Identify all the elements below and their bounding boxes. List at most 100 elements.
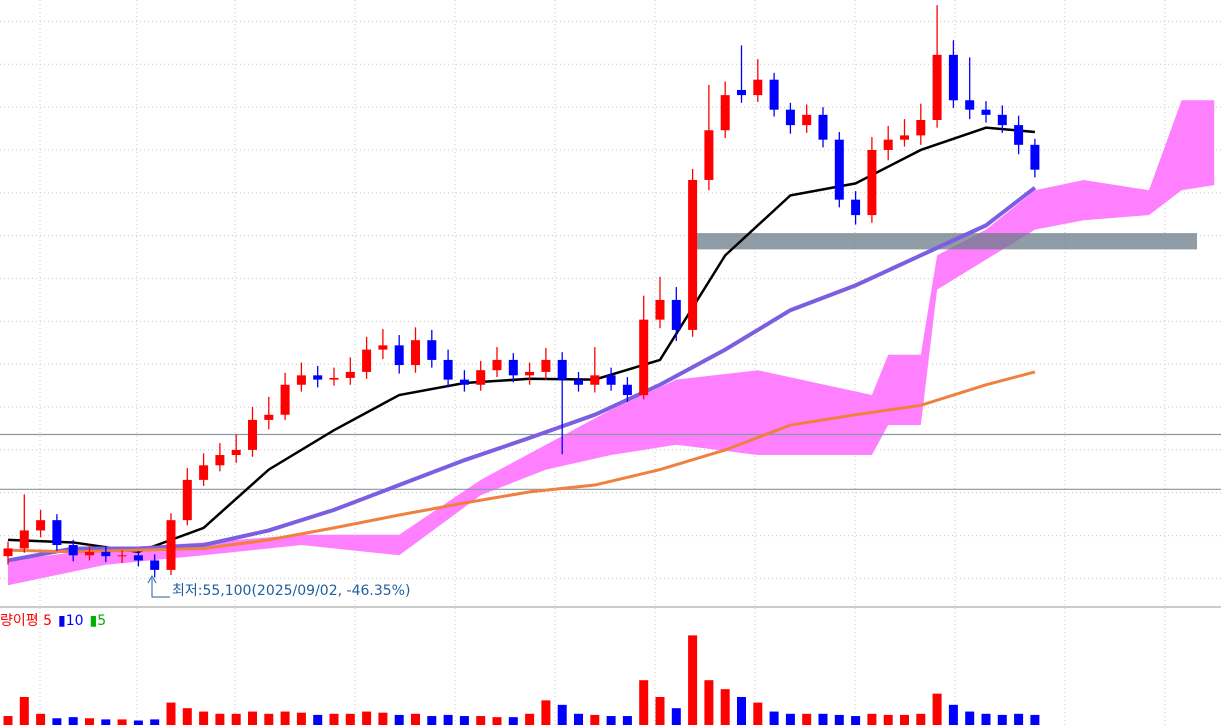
volume-bar	[541, 700, 551, 725]
candle-body	[378, 345, 388, 350]
candle-body	[411, 340, 420, 366]
volume-bar	[769, 711, 779, 725]
moving-average	[7, 186, 1037, 563]
candle-body	[851, 199, 861, 216]
candle-body	[231, 449, 241, 456]
volume-bar	[785, 713, 795, 725]
candle-body	[248, 419, 257, 450]
candle-body	[557, 359, 567, 380]
candle-body	[818, 114, 828, 140]
volume-bar	[117, 719, 127, 725]
volume-bar	[508, 717, 518, 725]
volume-bar	[737, 697, 746, 725]
candle-body	[720, 95, 730, 131]
candle-body	[296, 375, 306, 385]
candle-body	[68, 545, 78, 556]
candle-body	[802, 114, 812, 126]
volume-bar	[378, 712, 388, 725]
candle-body	[117, 555, 127, 557]
candle-body	[785, 109, 795, 126]
volume-bar	[916, 713, 926, 725]
volume-bar	[802, 713, 812, 725]
volume-bar	[622, 716, 632, 725]
candle-body	[1030, 144, 1040, 170]
volume-legend: 량이평 5	[0, 613, 52, 629]
volume-bar	[85, 718, 94, 725]
price-band	[688, 233, 1197, 250]
low-marker	[147, 574, 170, 598]
volume-bar	[639, 680, 649, 725]
volume-bar	[150, 719, 160, 725]
candle-body	[965, 100, 975, 110]
volume-bar	[851, 716, 861, 725]
moving-average	[7, 370, 1036, 554]
candle-body	[427, 340, 437, 360]
volume-bar	[818, 713, 828, 725]
candle-body	[639, 319, 649, 396]
volume-bar	[248, 711, 257, 725]
candle-body	[150, 560, 160, 570]
candle-body	[1014, 125, 1024, 145]
candle-body	[492, 359, 502, 371]
volume-bar	[411, 713, 420, 725]
volume-bar	[329, 713, 339, 725]
candle-body	[215, 455, 225, 466]
volume-bar	[606, 716, 616, 725]
volume-bar	[574, 713, 583, 725]
volume-bar	[932, 693, 942, 725]
candle-body	[834, 139, 844, 200]
volume-bar	[590, 714, 600, 725]
candle-body	[590, 375, 600, 385]
candle-body	[900, 135, 909, 140]
candle-body	[997, 114, 1007, 126]
volume-bar	[231, 713, 241, 725]
candle-body	[688, 179, 698, 330]
volume-bar	[997, 714, 1007, 725]
volume-legend: ▮5	[90, 613, 107, 629]
volume-bar	[345, 713, 355, 725]
candle-body	[101, 551, 111, 557]
candle-body	[85, 551, 94, 556]
candle-body	[264, 414, 274, 420]
volume-bar	[3, 716, 13, 725]
candle-body	[19, 530, 29, 549]
candle-body	[166, 520, 176, 570]
volume-bar	[427, 716, 437, 725]
volume-bar	[655, 697, 665, 725]
candle-body	[313, 375, 323, 380]
candle-body	[704, 130, 714, 180]
candle-body	[541, 359, 551, 372]
candle-body	[394, 345, 404, 366]
candle-body	[329, 377, 339, 380]
volume-bar	[900, 714, 909, 725]
volume-bar	[36, 713, 46, 725]
candle-body	[459, 379, 469, 385]
volume-bar	[557, 704, 567, 725]
volume-bar	[948, 704, 958, 725]
candle-body	[948, 54, 958, 101]
candle-body	[3, 548, 13, 557]
volume-bar	[1014, 713, 1024, 725]
volume-bar	[476, 716, 486, 725]
volume-bar	[199, 711, 209, 725]
low-annotation: 최저:55,100(2025/09/02, -46.35%)	[172, 583, 410, 599]
candle-body	[883, 139, 893, 150]
candle-body	[622, 384, 632, 396]
candle-body	[655, 299, 665, 320]
volume-bar	[133, 720, 143, 725]
volume-bar	[492, 717, 502, 725]
volume-bar	[313, 714, 323, 725]
volume-bar	[394, 714, 404, 725]
candle-body	[508, 359, 518, 376]
volume-bar	[52, 718, 62, 725]
candle-body	[525, 371, 535, 376]
volume-bar	[166, 702, 176, 725]
candle-body	[182, 479, 192, 521]
volume-bar	[101, 719, 111, 725]
volume-bar	[19, 697, 29, 725]
candle-body	[606, 375, 616, 385]
candle-body	[280, 384, 290, 415]
candle-body	[769, 79, 779, 110]
